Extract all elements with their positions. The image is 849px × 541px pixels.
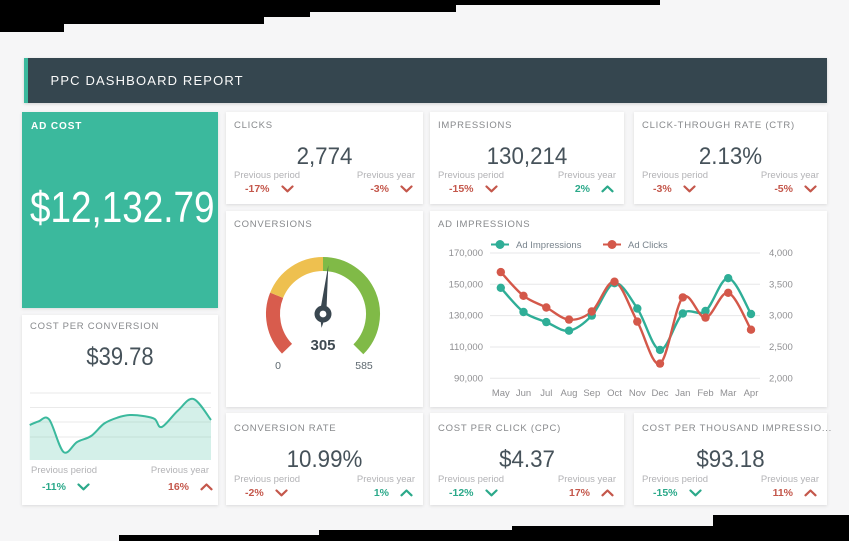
svg-text:Jan: Jan <box>675 388 690 399</box>
svg-text:Jul: Jul <box>540 388 552 399</box>
svg-text:150,000: 150,000 <box>449 279 483 290</box>
svg-text:130,000: 130,000 <box>449 311 483 322</box>
svg-text:2,000: 2,000 <box>769 373 793 384</box>
svg-text:Mar: Mar <box>720 388 736 399</box>
svg-text:2,500: 2,500 <box>769 342 793 353</box>
svg-text:Aug: Aug <box>561 388 578 399</box>
svg-text:585: 585 <box>355 360 373 372</box>
svg-text:90,000: 90,000 <box>454 373 483 384</box>
svg-text:3,500: 3,500 <box>769 279 793 290</box>
svg-text:170,000: 170,000 <box>449 248 483 259</box>
svg-text:Nov: Nov <box>629 388 646 399</box>
svg-text:110,000: 110,000 <box>449 342 483 353</box>
svg-text:3,000: 3,000 <box>769 311 793 322</box>
svg-text:Jun: Jun <box>516 388 531 399</box>
svg-text:Feb: Feb <box>697 388 713 399</box>
svg-text:Ad Clicks: Ad Clicks <box>628 240 668 251</box>
svg-text:Apr: Apr <box>744 388 759 399</box>
svg-text:Ad Impressions: Ad Impressions <box>516 240 582 251</box>
svg-text:Dec: Dec <box>652 388 669 399</box>
svg-text:Oct: Oct <box>607 388 622 399</box>
svg-text:4,000: 4,000 <box>769 248 793 259</box>
svg-text:0: 0 <box>275 360 281 372</box>
svg-text:May: May <box>492 388 510 399</box>
svg-text:Sep: Sep <box>583 388 600 399</box>
svg-text:305: 305 <box>310 337 335 354</box>
